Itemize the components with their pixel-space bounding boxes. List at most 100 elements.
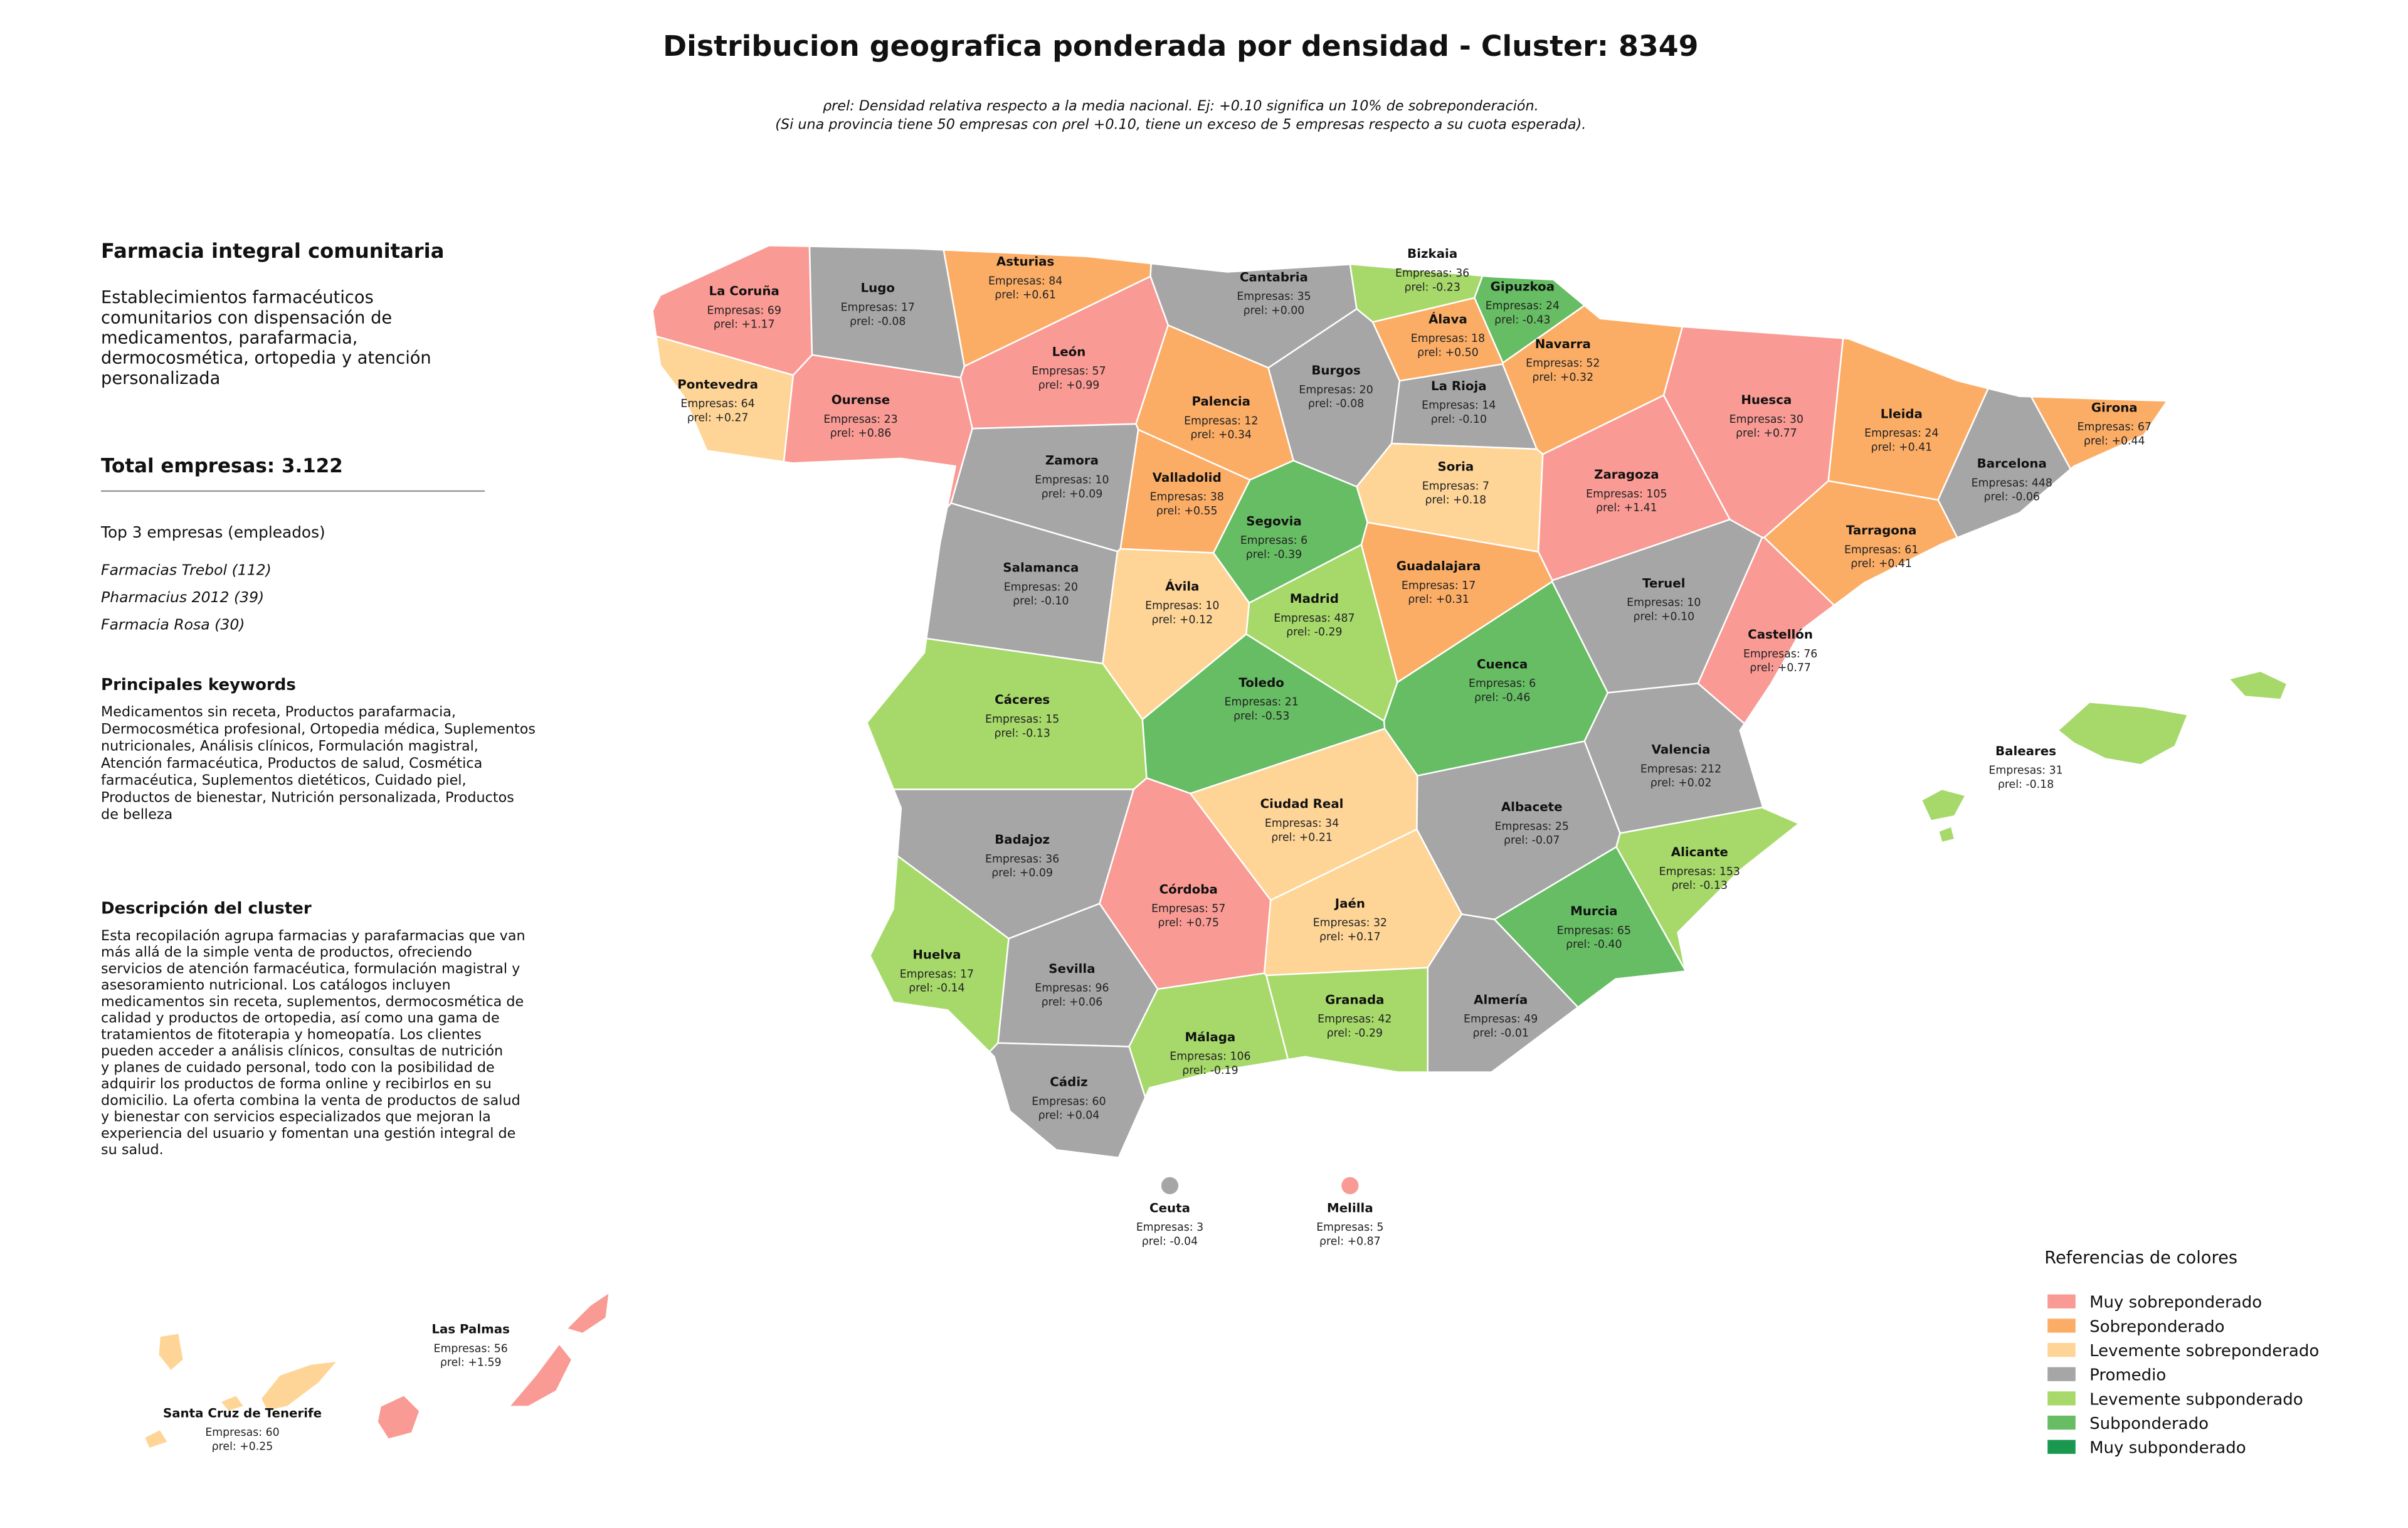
island-area: [157, 1332, 184, 1372]
province-rho: ρrel: -0.07: [1504, 834, 1560, 847]
province-count: Empresas: 24: [1486, 300, 1560, 312]
province-rho: ρrel: +0.87: [1319, 1235, 1381, 1248]
province-name: Alicante: [1671, 845, 1728, 859]
province-name: La Rioja: [1431, 379, 1487, 393]
keywords-line: nutricionales, Análisis clínicos, Formul…: [101, 738, 478, 755]
island-area: [2057, 702, 2189, 765]
province-rho: ρrel: -0.29: [1327, 1027, 1383, 1039]
description-line: medicamentos sin receta, suplementos, de…: [101, 994, 524, 1010]
legend-label: Muy sobreponderado: [2089, 1293, 2262, 1312]
province-rho: ρrel: +0.32: [1532, 371, 1593, 384]
island-area: [260, 1361, 339, 1412]
description-line: y planes de cuidado personal, todo con l…: [101, 1059, 495, 1076]
province-name: Jaén: [1334, 896, 1365, 911]
province-rho: ρrel: +0.17: [1319, 931, 1381, 943]
province-name: Almería: [1474, 992, 1528, 1007]
top-title: Top 3 empresas (empleados): [100, 523, 325, 541]
province-rho: ρrel: -0.08: [1308, 398, 1364, 410]
province-name: Albacete: [1501, 800, 1563, 814]
province-count: Empresas: 38: [1150, 491, 1224, 504]
summary-line: Establecimientos farmacéuticos: [101, 288, 374, 307]
province-name: Las Palmas: [431, 1322, 510, 1337]
province-rho: ρrel: +0.34: [1190, 429, 1252, 442]
province-rho: ρrel: +0.41: [1871, 441, 1933, 454]
province-rho: ρrel: +0.06: [1042, 996, 1103, 1009]
province-name: Cáceres: [995, 692, 1050, 707]
province-area: [1615, 806, 1801, 971]
province-count: Empresas: 36: [985, 853, 1059, 866]
province-name: Ávila: [1165, 579, 1199, 593]
province-name: Ciudad Real: [1260, 797, 1344, 811]
province-count: Empresas: 212: [1640, 763, 1721, 775]
province-name: Ceuta: [1149, 1201, 1190, 1215]
province-count: Empresas: 153: [1659, 866, 1740, 878]
province-name: Zaragoza: [1594, 467, 1659, 482]
description-line: adquirir los productos de forma online y…: [101, 1076, 492, 1092]
province-name: Teruel: [1642, 576, 1685, 590]
province-count: Empresas: 20: [1004, 581, 1078, 593]
province-count: Empresas: 17: [841, 301, 915, 314]
province-rho: ρrel: +0.31: [1408, 593, 1469, 606]
province-rho: ρrel: +0.41: [1851, 558, 1912, 570]
legend-label: Levemente subponderado: [2089, 1390, 2303, 1409]
province-count: Empresas: 448: [1972, 477, 2052, 489]
province-rho: ρrel: +0.61: [995, 289, 1056, 302]
island-area: [144, 1429, 169, 1449]
province-name: Álava: [1428, 312, 1467, 326]
province-name: Melilla: [1327, 1201, 1373, 1215]
province-name: Toledo: [1238, 676, 1284, 690]
province-name: Lleida: [1881, 406, 1923, 421]
province-name: Sevilla: [1048, 962, 1095, 976]
province-name: Barcelona: [1977, 457, 2047, 471]
legend-swatch: [2047, 1294, 2076, 1308]
province-rho: ρrel: +0.18: [1425, 494, 1486, 507]
province-rho: ρrel: +0.77: [1750, 662, 1811, 674]
description-line: asesoramiento nutricional. Los catálogos…: [101, 977, 451, 994]
province-name: Pontevedra: [677, 377, 758, 391]
province-rho: ρrel: +0.10: [1633, 610, 1694, 623]
province-name: La Coruña: [709, 284, 779, 299]
island-area: [219, 1394, 245, 1412]
province-area: [988, 1042, 1146, 1159]
province-rho: ρrel: -0.13: [994, 727, 1050, 740]
island-area: [566, 1292, 610, 1334]
province-name: Gipuzkoa: [1491, 279, 1555, 294]
province-rho: ρrel: -0.18: [1998, 778, 2054, 791]
province-name: Córdoba: [1159, 882, 1218, 896]
island-area: [1921, 788, 1967, 821]
province-count: Empresas: 57: [1032, 365, 1106, 378]
province-name: León: [1052, 344, 1086, 359]
province-count: Empresas: 60: [205, 1426, 279, 1439]
province-rho: ρrel: +0.55: [1156, 505, 1218, 517]
province-count: Empresas: 31: [1988, 765, 2062, 777]
province-count: Empresas: 64: [680, 398, 754, 410]
legend-swatch: [2047, 1318, 2076, 1333]
province-rho: ρrel: -0.10: [1431, 413, 1487, 426]
province-rho: ρrel: -0.04: [1142, 1235, 1198, 1248]
province-count: Empresas: 61: [1844, 544, 1918, 556]
province-rho: ρrel: -0.43: [1494, 314, 1550, 326]
province-rho: ρrel: +0.75: [1158, 917, 1219, 930]
province-rho: ρrel: +0.27: [687, 411, 749, 424]
province-name: Burgos: [1311, 363, 1361, 378]
province-name: Santa Cruz de Tenerife: [163, 1406, 322, 1420]
province-count: Empresas: 12: [1184, 415, 1258, 427]
island-area: [377, 1394, 420, 1440]
province-name: Ourense: [832, 393, 890, 407]
province-rho: ρrel: +0.86: [830, 427, 892, 440]
province-rho: ρrel: +1.17: [714, 319, 775, 331]
province-rho: ρrel: +0.21: [1271, 831, 1333, 844]
keywords-line: Medicamentos sin receta, Productos paraf…: [101, 704, 456, 720]
province-name: Lugo: [861, 281, 895, 295]
province-count: Empresas: 69: [707, 304, 781, 317]
province-count: Empresas: 17: [1402, 580, 1476, 592]
province-count: Empresas: 15: [985, 713, 1059, 726]
province-count: Empresas: 52: [1526, 358, 1600, 370]
province-rho: ρrel: -0.13: [1672, 879, 1728, 892]
province-count: Empresas: 105: [1586, 488, 1667, 501]
legend-title: Referencias de colores: [2044, 1248, 2237, 1268]
city-area: [1161, 1177, 1179, 1194]
province-name: Navarra: [1535, 337, 1591, 351]
province-rho: ρrel: +0.04: [1038, 1110, 1100, 1122]
province-count: Empresas: 7: [1422, 480, 1489, 492]
